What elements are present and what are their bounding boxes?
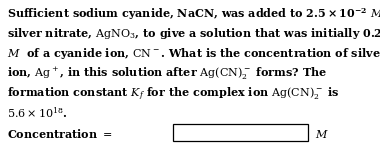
Text: Concentration $=$: Concentration $=$ bbox=[7, 127, 112, 140]
Text: formation constant $\mathit{K_f}$ for the complex ion $\mathrm{Ag(CN)_2^-}$ is: formation constant $\mathit{K_f}$ for th… bbox=[7, 86, 339, 103]
Text: $\mathit{M}$: $\mathit{M}$ bbox=[315, 128, 328, 140]
Text: ion, $\mathrm{Ag^+}$, in this solution after $\mathrm{Ag(CN)_2^-}$ forms? The: ion, $\mathrm{Ag^+}$, in this solution a… bbox=[7, 66, 327, 82]
Text: $\mathit{M}$  of a cyanide ion, $\mathrm{CN^-}$. What is the concentration of si: $\mathit{M}$ of a cyanide ion, $\mathrm{… bbox=[7, 46, 380, 61]
Text: Sufficient sodium cyanide, NaCN, was added to $\mathbf{2.5 \times 10^{-2}}$ $\ma: Sufficient sodium cyanide, NaCN, was add… bbox=[7, 7, 380, 22]
FancyBboxPatch shape bbox=[173, 124, 308, 141]
Text: $5.6 \times 10^{18}$.: $5.6 \times 10^{18}$. bbox=[7, 106, 68, 120]
Text: silver nitrate, $\mathrm{AgNO_3}$, to give a solution that was initially 0.202: silver nitrate, $\mathrm{AgNO_3}$, to gi… bbox=[7, 26, 380, 41]
